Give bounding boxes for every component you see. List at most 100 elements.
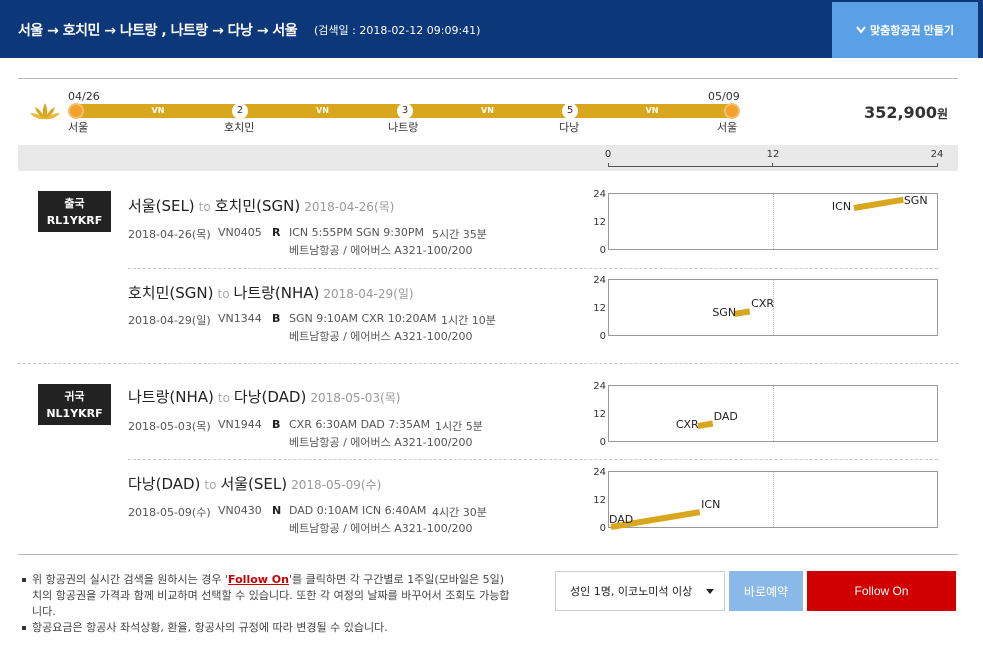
route-stop-dot: 5: [562, 103, 578, 119]
mini-mid-line: [773, 386, 774, 441]
return-badge: 귀국 NL1YKRF: [38, 384, 111, 425]
segment-duration: 4시간 30분: [432, 506, 487, 519]
divider-bottom: [18, 554, 958, 555]
mini-y-label: 0: [599, 523, 606, 534]
route-leg-bar: VN: [570, 104, 734, 118]
segment-to: 호치민(SGN): [214, 197, 301, 215]
arr-airport-code: DAD: [713, 409, 738, 423]
route-stop-dot: 2: [232, 103, 248, 119]
custom-ticket-label: 맞춤항공권 만들기: [869, 25, 954, 37]
badge-code: RL1YKRF: [46, 214, 103, 227]
route-stop-label: 호치민: [224, 121, 255, 134]
segment-class: B: [272, 312, 281, 325]
route-stop-label: 다낭: [559, 121, 580, 134]
note-item: 항공요금은 항공사 좌석상황, 환율, 항공사의 규정에 따라 변경될 수 있습…: [22, 620, 512, 636]
mini-y-label: 12: [593, 303, 606, 314]
segment-divider: [128, 459, 938, 460]
segment-aircraft: 베트남항공 / 에어버스 A321-100/200: [289, 436, 473, 449]
caret-down-icon: [706, 589, 714, 594]
segment-flight-number: VN0430: [218, 504, 262, 517]
group-divider: [18, 363, 958, 364]
segment-class: R: [272, 226, 281, 239]
segment-times: CXR 6:30AM DAD 7:35AM: [289, 418, 431, 431]
notes-list: 위 항공권의 실시간 검색을 원하시는 경우 'Follow On'를 클릭하면…: [22, 572, 512, 636]
segment-to-word: to: [217, 287, 230, 301]
route-leg-bar: VN: [405, 104, 570, 118]
time-tick-label: 0: [604, 149, 612, 160]
mini-y-label: 12: [593, 409, 606, 420]
route-leg-bar: VN: [240, 104, 405, 118]
segment-aircraft: 베트남항공 / 에어버스 A321-100/200: [289, 330, 473, 343]
route-stop-dot: [724, 103, 740, 119]
segment-title: 다낭(DAD) to 서울(SEL) 2018-05-09(수): [128, 473, 381, 494]
time-tick-label: 24: [930, 149, 944, 160]
segment-class: B: [272, 418, 281, 431]
flight-time-bar: [733, 308, 751, 317]
time-axis-line: [608, 166, 938, 167]
segment-timeline-chart: SGN CXR: [608, 279, 938, 336]
flight-time-bar: [697, 420, 714, 430]
header-bar: 서울 → 호치민 → 나트랑 , 나트랑 → 다낭 → 서울 (검색일 : 20…: [0, 0, 983, 58]
book-now-button[interactable]: 바로예약: [729, 571, 803, 611]
segment-title: 호치민(SGN) to 나트랑(NHA) 2018-04-29(일): [128, 282, 414, 303]
total-price: 352,900원: [864, 103, 948, 122]
mini-y-label: 24: [593, 275, 606, 286]
segment-to-word: to: [204, 478, 217, 492]
dep-airport-code: SGN: [712, 305, 737, 319]
note-text: '를 클릭하면 각 구간별로 1주일(모바일은 5일)치의 항공권을 가격과 함…: [32, 573, 510, 618]
badge-direction: 출국: [64, 197, 85, 210]
route-leg-bar: VN: [76, 104, 240, 118]
mini-mid-line: [773, 280, 774, 335]
segment-times: ICN 5:55PM SGN 9:30PM: [289, 226, 425, 239]
route-stop-label: 서울: [68, 121, 89, 134]
mini-y-label: 0: [599, 437, 606, 448]
segment-title: 서울(SEL) to 호치민(SGN) 2018-04-26(목): [128, 195, 394, 216]
passenger-class-value: 성인 1명, 이코노미석 이상: [570, 585, 693, 598]
segment-title-date: 2018-05-09(수): [291, 478, 382, 492]
mini-y-label: 0: [599, 331, 606, 342]
time-scale-band: [18, 145, 958, 171]
segment-date: 2018-04-29(일): [128, 314, 211, 327]
route-stop-label: 나트랑: [388, 121, 419, 134]
dep-airport-code: CXR: [675, 418, 699, 432]
lotus-logo-icon: [30, 103, 60, 120]
segment-timeline-chart: DAD ICN: [608, 471, 938, 530]
itinerary-title: 서울 → 호치민 → 나트랑 , 나트랑 → 다낭 → 서울: [18, 23, 298, 39]
segment-date: 2018-04-26(목): [128, 228, 211, 241]
time-tick-label: 12: [766, 149, 780, 160]
route-stop-dot: [68, 103, 84, 119]
segment-flight-number: VN1344: [218, 312, 262, 325]
airline-code: VN: [645, 106, 659, 115]
mini-y-label: 24: [593, 467, 606, 478]
segment-to: 서울(SEL): [220, 475, 288, 493]
route-end-date: 05/09: [708, 90, 740, 103]
segment-from: 다낭(DAD): [128, 475, 201, 493]
custom-ticket-button[interactable]: 맞춤항공권 만들기: [832, 2, 978, 58]
badge-code: NL1YKRF: [46, 407, 103, 420]
segment-date: 2018-05-09(수): [128, 506, 211, 519]
note-text: 위 항공권의 실시간 검색을 원하시는 경우 ': [32, 573, 229, 586]
segment-aircraft: 베트남항공 / 에어버스 A321-100/200: [289, 244, 473, 257]
segment-duration: 1시간 5분: [435, 420, 483, 433]
mini-y-label: 12: [593, 217, 606, 228]
time-tick: [937, 163, 938, 167]
search-date: (검색일 : 2018-02-12 09:09:41): [314, 24, 481, 37]
mini-y-label: 12: [593, 495, 606, 506]
outbound-badge: 출국 RL1YKRF: [38, 191, 111, 232]
note-item: 위 항공권의 실시간 검색을 원하시는 경우 'Follow On'를 클릭하면…: [22, 572, 512, 620]
arr-airport-code: SGN: [903, 194, 928, 207]
mini-mid-line: [773, 194, 774, 249]
segment-timeline-chart: ICN SGN: [608, 193, 938, 250]
follow-on-link[interactable]: Follow On: [228, 573, 289, 586]
segment-flight-number: VN0405: [218, 226, 262, 239]
passenger-class-select[interactable]: 성인 1명, 이코노미석 이상: [555, 571, 725, 611]
segment-times: SGN 9:10AM CXR 10:20AM: [289, 312, 437, 325]
airline-code: VN: [151, 106, 165, 115]
segment-flight-number: VN1944: [218, 418, 262, 431]
follow-on-button[interactable]: Follow On: [807, 571, 956, 611]
route-summary: 04/26 05/09 VN VN VN VN 2 3 5 서울 호치민 나트랑…: [18, 79, 958, 145]
segment-aircraft: 베트남항공 / 에어버스 A321-100/200: [289, 522, 473, 535]
mini-y-label: 24: [593, 189, 606, 200]
airline-code: VN: [481, 106, 494, 115]
dep-airport-code: DAD: [609, 513, 634, 526]
